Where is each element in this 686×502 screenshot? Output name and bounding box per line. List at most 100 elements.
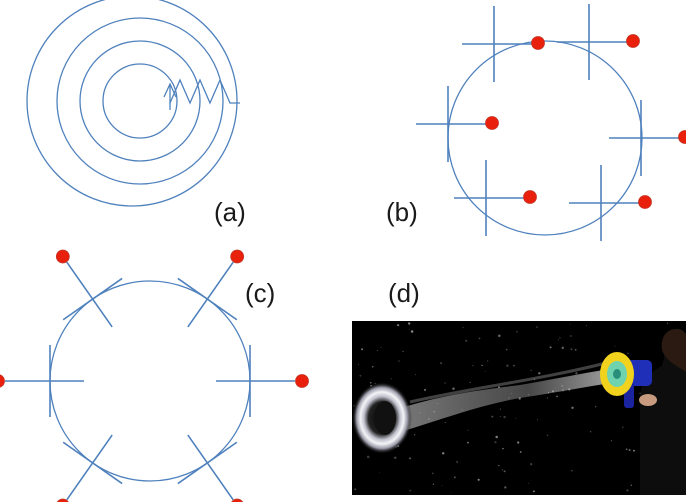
photo-speckle [453,476,456,479]
photo-speckle [450,492,452,494]
photo-speckle [469,382,471,383]
photo-speckle [517,441,520,444]
photo-speckle [532,490,535,493]
photo-speckle [423,388,427,391]
photo-speckle [361,348,364,351]
photo-speckle [546,434,549,437]
photo-speckle [370,382,372,384]
photo-speckle [558,339,559,341]
photo-speckle [499,408,501,410]
photo-speckle [505,348,508,351]
photo-speckle [626,489,629,492]
photo-speckle [390,378,392,380]
photo-speckle [357,364,359,366]
photo-speckle [556,395,558,398]
smoke-plume [395,368,617,432]
photo-speckle [444,421,446,424]
photo-speckle [376,350,378,351]
photo-speckle [519,451,522,453]
photo-speckle [379,472,380,474]
photo-speckle [536,326,538,328]
panel-c-marker-dot [56,498,69,502]
photo-speckle [366,455,370,459]
photo-speckle [452,387,455,390]
photo-speckle [627,352,629,355]
photo-speckle [477,478,480,481]
panel-c-cross-radial [66,261,113,328]
panel-b-marker-dot [531,36,545,50]
panel-c-label: (c) [245,278,275,308]
photo-speckle [499,415,501,417]
panel-b-marker-dot [485,116,499,130]
panel-b-marker-dot [523,190,537,204]
photo-speckle [630,484,633,486]
panel-c-markers [0,249,309,502]
panel-c-crosses [5,261,295,501]
panel-d-label: (d) [388,278,420,308]
panel-c-cross-radial [187,434,234,501]
photo-speckle [431,472,434,475]
photo-speckle [408,322,411,325]
photo-speckle [516,331,518,333]
panel-c-marker-dot [231,498,244,502]
panel-b-marker-dot [638,195,652,209]
photo-speckle [498,334,501,338]
photo-speckle [549,346,552,349]
photo-speckle [402,350,404,353]
photo-speckle [628,448,631,452]
panel-b-marker-dot [626,34,640,48]
person-silhouette [640,328,686,495]
panel-c-cross-radial [66,434,113,501]
panel-a-circle-2 [79,40,201,162]
photo-speckle [501,469,504,471]
photo-speckle [546,397,548,399]
photo-speckle [497,464,500,467]
photo-speckle [585,324,588,327]
photo-speckle [527,482,529,484]
photo-speckle [503,415,506,419]
photo-speckle [515,417,517,419]
photo-speckle [410,330,414,333]
photo-speckle [561,346,565,350]
photo-speckle [506,364,509,367]
panel-c-marker-dot [0,374,5,388]
photo-speckle [495,435,498,439]
photo-speckle [498,386,500,388]
photo-speckle [530,463,533,466]
photo-speckle [537,418,539,420]
photo-speckle [595,406,597,408]
photo-speckle [444,382,446,384]
person-hand [639,394,657,406]
photo-speckle [414,434,416,436]
photo-speckle [491,415,494,418]
person-hair [661,328,686,372]
launcher-hole [613,369,621,379]
photo-speckle [589,431,592,433]
panel-c-marker-dot [55,249,70,264]
photo-speckle [354,488,357,491]
photo-speckle [569,323,571,325]
photo-speckle [456,461,458,463]
panel-b-markers [485,34,686,209]
panel-a-spiral-diagram [26,0,240,207]
photo-speckle [478,337,481,340]
photo-speckle [570,335,572,337]
photo-speckle [465,339,468,342]
photo-speckle [462,327,464,329]
photo-speckle [538,372,541,375]
photo-speckle [467,441,469,444]
panel-b-marker-dot [678,130,686,144]
panel-c-diagram [0,249,309,502]
panel-c-marker-dot [295,374,309,388]
photo-speckle [530,369,532,372]
photo-speckle [533,378,536,380]
photo-speckle [472,364,474,367]
photo-speckle [610,440,612,442]
photo-speckle [432,483,435,485]
photo-speckle [494,441,497,444]
photo-speckle [380,346,382,349]
photo-speckle [398,360,400,362]
photo-speckle [571,406,574,410]
photo-speckle [359,374,362,377]
photo-speckle [409,489,412,492]
